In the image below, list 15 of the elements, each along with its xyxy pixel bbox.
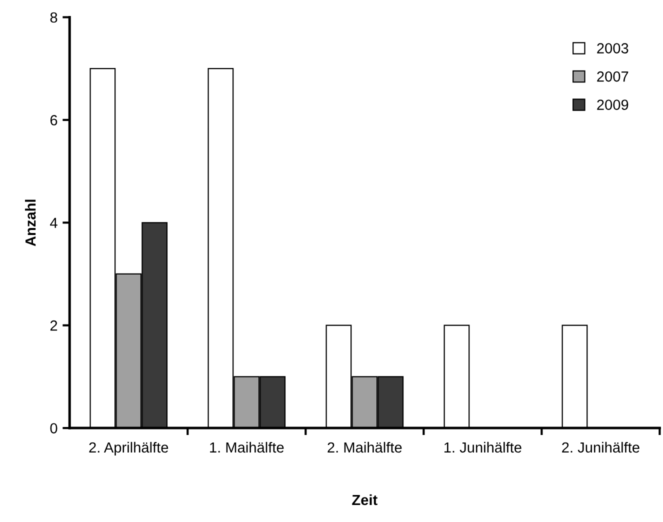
x-tick-label: 2. Junihälfte	[562, 442, 640, 453]
legend-label: 2009	[597, 100, 628, 110]
y-tick-label: 6	[50, 115, 58, 126]
x-tick-label: 2. Maihälfte	[328, 442, 402, 453]
y-tick-label: 8	[50, 12, 58, 23]
x-axis-title: Zeit	[352, 494, 378, 506]
legend-label: 2003	[597, 43, 628, 54]
x-tick-label: 2. Aprilhälfte	[89, 442, 168, 456]
y-tick-label: 0	[50, 423, 58, 434]
y-axis-title: Anzahl	[24, 200, 36, 246]
y-tick-label: 2	[50, 320, 58, 331]
y-tick-label: 4	[50, 218, 58, 228]
x-tick-label: 1. Junihälfte	[444, 442, 522, 453]
legend-label: 2007	[597, 71, 628, 82]
x-tick-label: 1. Maihälfte	[210, 442, 284, 453]
